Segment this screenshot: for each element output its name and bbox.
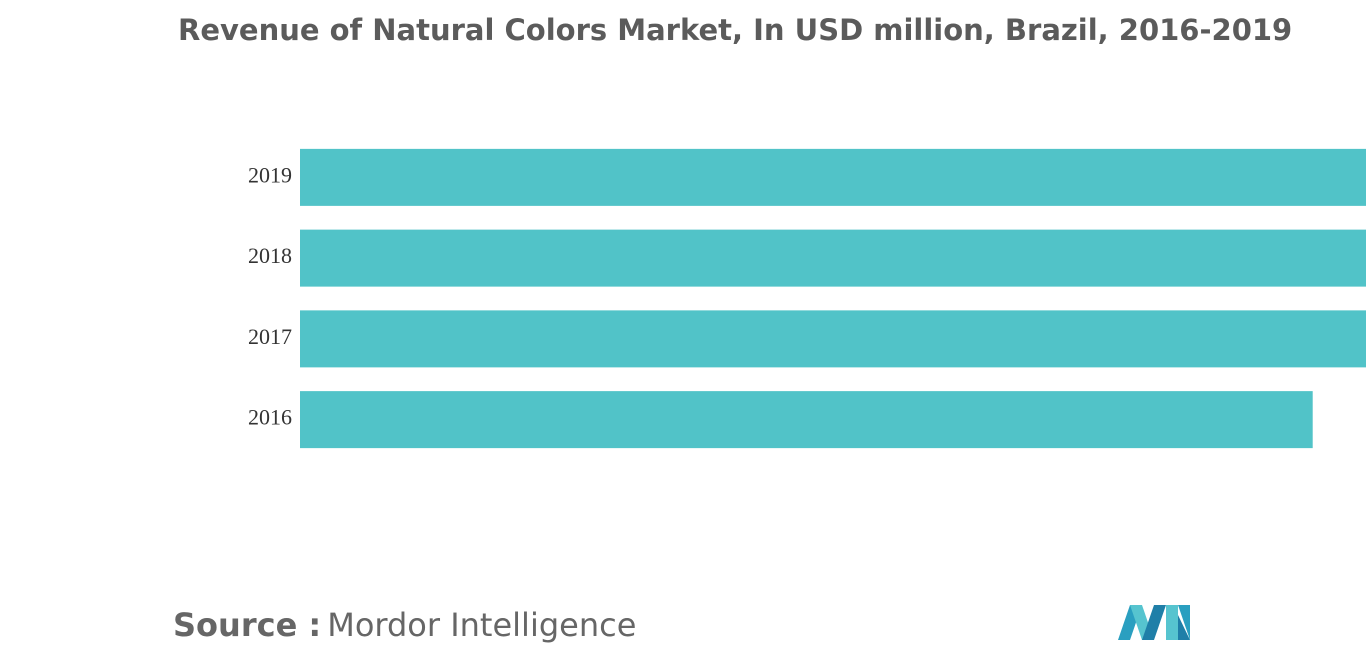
y-tick-label: 2017 [248, 324, 292, 349]
bar [300, 229, 1366, 287]
y-tick-label: 2016 [248, 405, 292, 430]
bar [300, 310, 1366, 368]
source-text: Mordor Intelligence [327, 606, 636, 644]
y-tick-label: 2018 [248, 243, 292, 268]
logo [1118, 605, 1190, 640]
bar [300, 391, 1313, 449]
source: Source : Mordor Intelligence [173, 606, 636, 644]
chart-title: Revenue of Natural Colors Market, In USD… [178, 13, 1292, 47]
bar [300, 148, 1366, 206]
source-label: Source : [173, 606, 321, 644]
y-tick-label: 2019 [248, 162, 292, 187]
